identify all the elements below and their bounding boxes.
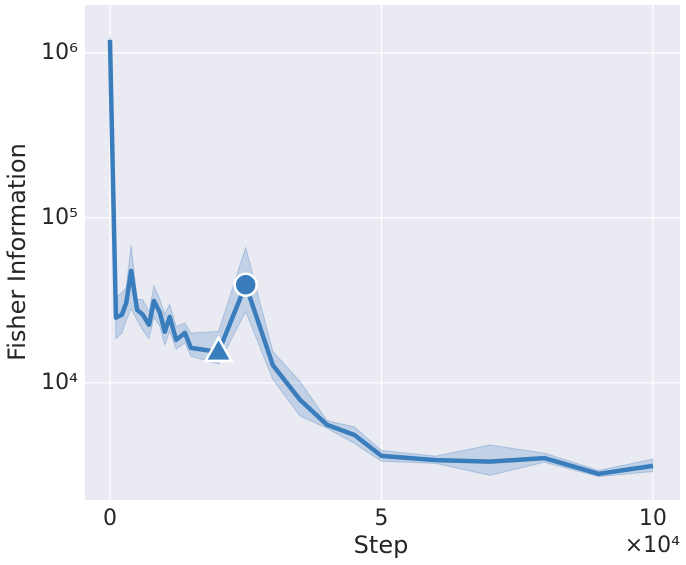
x-tick-label: 5 (374, 506, 388, 531)
line (107, 39, 654, 477)
y-tick-label: 10⁵ (41, 205, 78, 230)
y-tick-label: 10⁴ (41, 370, 78, 395)
marker-triangle (203, 335, 234, 363)
x-offset-label: ×10⁴ (625, 533, 680, 558)
plot-area (85, 5, 680, 500)
confidence-band (109, 36, 654, 478)
marker-circle (233, 272, 258, 298)
y-axis-label: Fisher Information (3, 143, 31, 361)
x-tick-label: 10 (639, 506, 667, 531)
x-axis-label: Step (354, 531, 409, 559)
x-tick-label: 0 (103, 506, 117, 531)
y-tick-label: 10⁶ (41, 40, 78, 65)
